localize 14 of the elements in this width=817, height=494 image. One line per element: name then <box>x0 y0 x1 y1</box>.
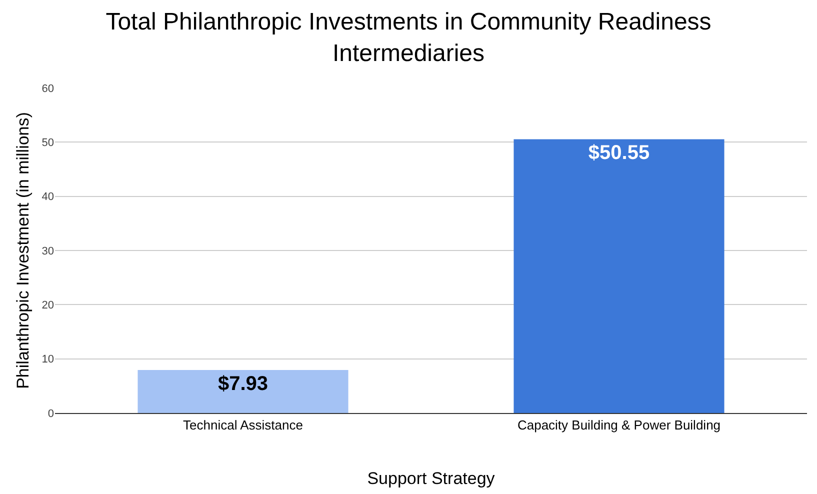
x-tick-label: Technical Assistance <box>183 418 303 433</box>
data-label: $50.55 <box>588 142 650 164</box>
y-tick-label: 20 <box>42 300 54 312</box>
y-tick-label: 60 <box>42 82 54 95</box>
x-tick-label: Capacity Building & Power Building <box>517 418 721 433</box>
y-tick-label: 30 <box>42 245 54 258</box>
chart-title: Total Philanthropic Investments in Community Readiness Intermediaries <box>106 8 712 67</box>
y-axis-title: Philanthropic Investment (in millions) <box>13 112 32 389</box>
y-tick-label: 50 <box>42 137 54 150</box>
y-tick-label: 10 <box>42 354 54 366</box>
data-label: $7.93 <box>218 373 268 396</box>
y-tick-label: 0 <box>48 408 54 420</box>
x-axis-title: Support Strategy <box>367 469 496 488</box>
y-tick-label: 40 <box>42 191 54 204</box>
